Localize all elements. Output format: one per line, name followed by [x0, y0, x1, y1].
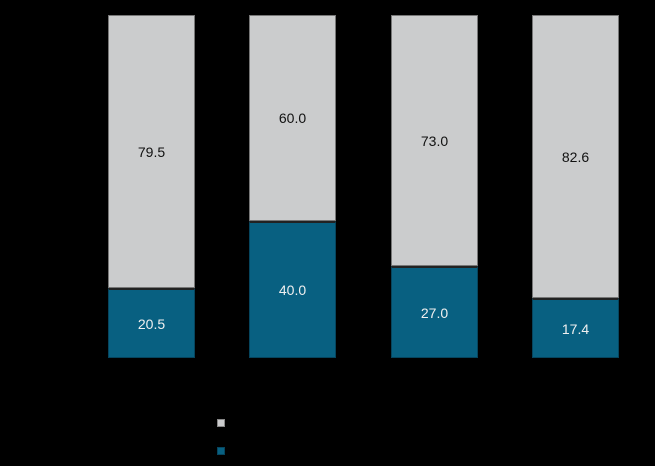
legend-swatch-teal	[217, 447, 225, 455]
bar-3-bottom-label: 27.0	[420, 304, 449, 321]
bar-2-top-segment: 60.0	[249, 15, 336, 221]
bar-1-bottom-segment: 20.5	[108, 288, 195, 358]
legend-swatch-gray	[217, 419, 225, 427]
bar-4: 82.6 17.4	[532, 15, 619, 358]
bar-2-top-label: 60.0	[278, 110, 307, 126]
bar-3-top-segment: 73.0	[391, 15, 478, 266]
bar-1-top-label: 79.5	[137, 143, 166, 160]
bar-1-top-segment: 79.5	[108, 15, 195, 288]
bar-2-bottom-segment: 40.0	[249, 221, 336, 358]
bar-3-bottom-segment: 27.0	[391, 266, 478, 358]
bar-3: 73.0 27.0	[391, 15, 478, 358]
bar-3-top-label: 73.0	[420, 132, 449, 149]
bar-2-bottom-label: 40.0	[278, 282, 307, 298]
bar-4-bottom-segment: 17.4	[532, 298, 619, 358]
legend-item-gray	[217, 419, 233, 427]
bar-4-bottom-label: 17.4	[561, 320, 590, 337]
bar-4-top-segment: 82.6	[532, 15, 619, 298]
bar-4-top-label: 82.6	[561, 148, 590, 165]
bar-2: 60.0 40.0	[249, 15, 336, 358]
bar-1-bottom-label: 20.5	[137, 315, 166, 332]
legend-item-teal	[217, 447, 233, 455]
bar-1: 79.5 20.5	[108, 15, 195, 358]
